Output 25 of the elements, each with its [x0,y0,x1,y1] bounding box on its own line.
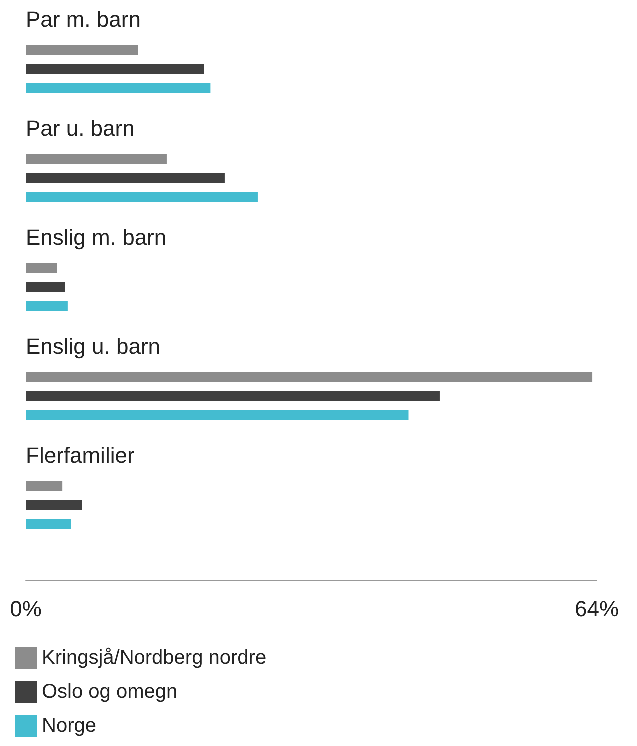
bar [26,392,440,402]
y-tick-label: Enslig m. barn [26,225,167,250]
bar [26,264,58,274]
y-tick-label: Par u. barn [26,116,135,141]
legend-label: Norge [42,715,96,737]
y-tick-label: Enslig u. barn [26,334,161,359]
x-tick-label: 64% [574,596,620,622]
bar [26,154,167,164]
bar [26,520,72,530]
bar [26,64,204,74]
bar [26,372,593,382]
bar [26,500,82,510]
bar [26,174,225,184]
x-tick-label: 0% [10,596,42,622]
bar [26,482,63,492]
bar [26,302,68,312]
bar [26,282,66,292]
bar [26,84,211,94]
legend-label: Oslo og omegn [42,681,178,703]
y-tick-label: Par m. barn [26,7,141,32]
bar [26,410,409,420]
bar [26,192,258,202]
legend-label: Kringsjå/Nordberg nordre [42,647,267,669]
y-tick-label: Flerfamilier [26,443,135,468]
bar [26,46,138,56]
